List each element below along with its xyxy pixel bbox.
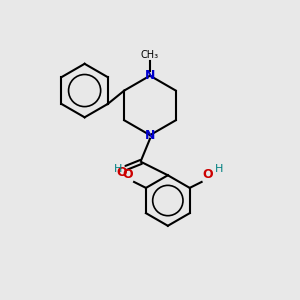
Text: N: N	[145, 129, 155, 142]
Text: O: O	[116, 166, 127, 179]
Text: O: O	[123, 168, 134, 181]
Text: O: O	[202, 168, 213, 181]
Text: N: N	[145, 69, 155, 82]
Text: CH₃: CH₃	[141, 50, 159, 60]
Text: H: H	[215, 164, 224, 174]
Text: H: H	[113, 164, 122, 174]
